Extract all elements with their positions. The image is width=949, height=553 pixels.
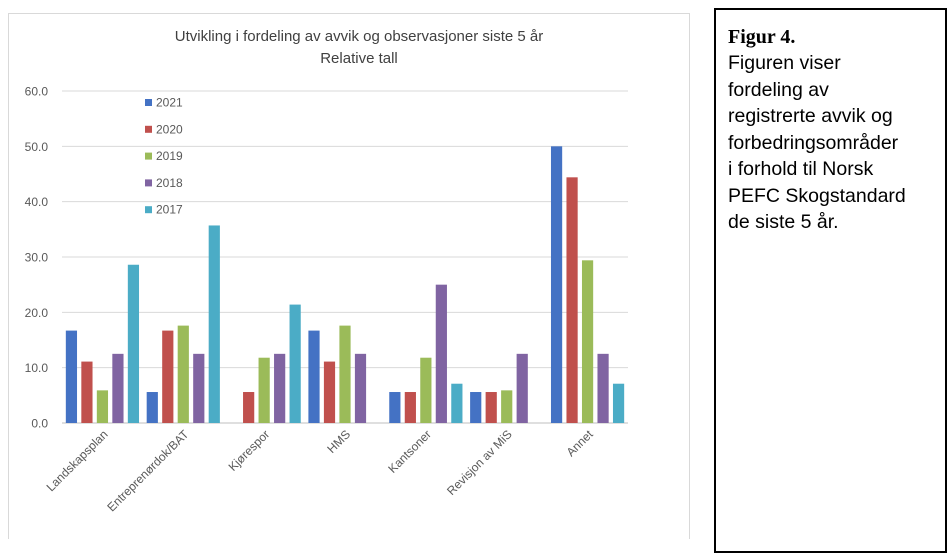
bars xyxy=(65,146,625,424)
bar xyxy=(162,330,174,423)
chart-subtitle: Relative tall xyxy=(320,50,398,67)
bar xyxy=(243,392,255,423)
figure-caption-box: Figur 4. Figuren viser fordeling av regi… xyxy=(714,8,947,553)
bar xyxy=(323,361,336,423)
bar-chart: Utvikling i fordeling av avvik og observ… xyxy=(8,13,690,539)
bar xyxy=(516,353,528,423)
bar xyxy=(612,383,625,423)
bar xyxy=(550,146,563,424)
bar xyxy=(420,357,432,423)
legend: 2021 2020 2019 2018 2017 xyxy=(145,96,183,217)
caption-line: fordeling av xyxy=(728,78,829,101)
bar xyxy=(451,383,463,423)
bar xyxy=(308,330,320,423)
bar xyxy=(566,177,578,423)
bar xyxy=(354,353,367,423)
legend-label: 2017 xyxy=(156,203,183,217)
chart-title: Utvikling i fordeling av avvik og observ… xyxy=(175,28,544,45)
bar xyxy=(146,392,158,423)
bar xyxy=(96,390,109,423)
caption-line: i forhold til Norsk xyxy=(728,158,874,180)
legend-swatch xyxy=(145,125,152,133)
y-axis-ticks: 0.0 10.0 20.0 30.0 40.0 50.0 60.0 xyxy=(25,85,49,431)
caption-text: Figuren viser fordeling av registrerte a… xyxy=(728,50,939,236)
y-tick-label: 40.0 xyxy=(25,195,49,209)
bar xyxy=(470,392,482,423)
legend-swatch xyxy=(145,99,152,106)
caption-line: Figuren viser xyxy=(728,52,841,74)
legend-label: 2018 xyxy=(156,176,183,190)
bar xyxy=(435,284,447,423)
caption-line: forbedringsområder xyxy=(728,131,899,154)
legend-label: 2021 xyxy=(156,96,183,110)
bar xyxy=(112,353,124,423)
bar xyxy=(581,260,594,423)
bar xyxy=(127,264,140,423)
legend-label: 2019 xyxy=(156,149,183,163)
bar xyxy=(258,357,270,423)
bar xyxy=(65,330,78,423)
bar xyxy=(404,392,416,423)
bar xyxy=(177,325,189,423)
legend-label: 2020 xyxy=(156,122,183,136)
caption-line: registrerte avvik og xyxy=(728,105,893,127)
bar xyxy=(289,304,301,423)
bar xyxy=(339,325,351,423)
caption-title: Figur 4. xyxy=(728,26,796,48)
y-tick-label: 30.0 xyxy=(25,251,49,265)
y-tick-label: 0.0 xyxy=(31,417,48,431)
y-tick-label: 10.0 xyxy=(25,361,49,375)
bar xyxy=(501,390,513,423)
bar xyxy=(193,353,205,423)
y-tick-label: 50.0 xyxy=(25,140,49,154)
legend-swatch xyxy=(145,152,152,160)
bar xyxy=(389,392,401,423)
chart-area: Utvikling i fordeling av avvik og observ… xyxy=(8,13,690,539)
bar xyxy=(274,353,286,423)
bar xyxy=(208,225,220,423)
bar xyxy=(485,392,497,423)
caption-line: PEFC Skogstandard xyxy=(728,184,906,207)
legend-swatch xyxy=(145,179,152,187)
y-tick-label: 60.0 xyxy=(25,85,49,99)
bar xyxy=(597,353,609,423)
legend-swatch xyxy=(145,206,152,214)
caption-line: de siste 5 år. xyxy=(728,211,839,233)
bar xyxy=(81,361,93,423)
y-tick-label: 20.0 xyxy=(25,306,49,320)
